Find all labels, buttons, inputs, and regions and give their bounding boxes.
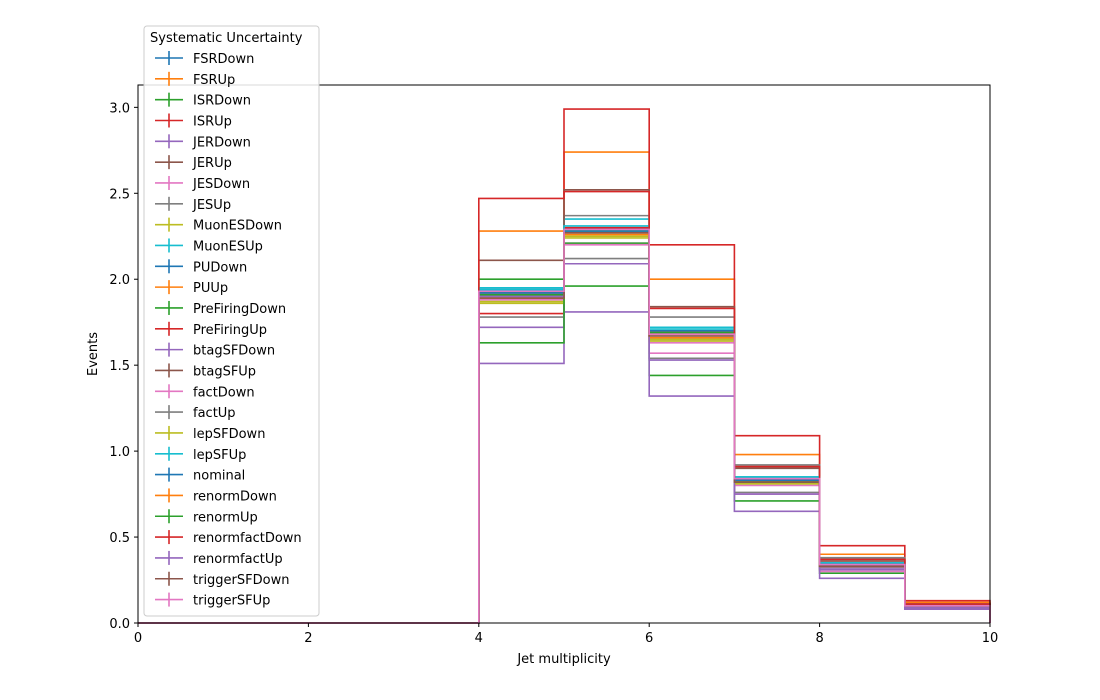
legend-item: triggerSFDown bbox=[155, 571, 289, 588]
legend-item: PreFiringDown bbox=[155, 300, 286, 317]
legend-label: renormfactDown bbox=[193, 531, 302, 546]
legend-label: MuonESDown bbox=[193, 219, 282, 234]
legend-label: renormDown bbox=[193, 489, 277, 504]
x-tick-label: 8 bbox=[815, 631, 823, 646]
legend-label: ISRUp bbox=[193, 114, 232, 129]
legend-box bbox=[143, 25, 320, 617]
legend-item: JERUp bbox=[155, 155, 232, 171]
legend-entries: FSRDown FSRUp ISRDown ISRUp JERDown JERUp JESD… bbox=[155, 51, 302, 609]
legend-item: JESUp bbox=[155, 196, 231, 213]
legend-label: JESDown bbox=[192, 177, 250, 192]
y-tick-label: 1.5 bbox=[109, 359, 130, 374]
x-axis: 0 2 4 6 8 10 bbox=[134, 623, 998, 646]
y-tick-label: 0.5 bbox=[109, 531, 130, 546]
x-tick-label: 10 bbox=[982, 631, 999, 646]
legend-label: btagSFUp bbox=[193, 364, 256, 379]
legend-label: JERDown bbox=[192, 135, 251, 150]
legend-label: PUUp bbox=[193, 281, 228, 296]
x-tick-label: 0 bbox=[134, 631, 142, 646]
legend-item: renormfactUp bbox=[155, 550, 283, 567]
legend-item: renormfactDown bbox=[155, 530, 302, 546]
legend-label: btagSFDown bbox=[193, 344, 275, 359]
legend-item: nominal bbox=[155, 467, 245, 484]
legend-item: PUUp bbox=[155, 280, 228, 296]
legend-item: JESDown bbox=[155, 175, 250, 192]
legend-label: ISRDown bbox=[193, 94, 251, 109]
legend-label: triggerSFDown bbox=[193, 573, 289, 588]
legend-item: lepSFUp bbox=[155, 446, 246, 463]
legend-item: btagSFUp bbox=[155, 363, 256, 379]
legend-item: PUDown bbox=[155, 259, 247, 275]
legend: Systematic Uncertainty FSRDown FSRUp ISRDo… bbox=[143, 25, 320, 617]
legend-label: PUDown bbox=[193, 260, 247, 275]
legend-label: PreFiringDown bbox=[193, 302, 286, 317]
x-tick-label: 4 bbox=[475, 631, 483, 646]
legend-label: factDown bbox=[193, 385, 255, 400]
legend-item: renormUp bbox=[155, 509, 258, 525]
y-tick-label: 3.0 bbox=[109, 101, 130, 116]
legend-label: MuonESUp bbox=[193, 239, 263, 254]
legend-item: triggerSFUp bbox=[155, 592, 270, 609]
x-axis-label: Jet multiplicity bbox=[516, 652, 611, 667]
legend-item: JERDown bbox=[155, 134, 251, 150]
legend-label: lepSFUp bbox=[193, 448, 246, 463]
legend-label: FSRUp bbox=[193, 73, 235, 88]
legend-item: btagSFDown bbox=[155, 342, 275, 359]
legend-label: renormUp bbox=[193, 510, 258, 525]
legend-label: PreFiringUp bbox=[193, 323, 267, 338]
legend-label: factUp bbox=[193, 406, 236, 421]
legend-title: Systematic Uncertainty bbox=[150, 31, 303, 46]
legend-item: ISRDown bbox=[155, 92, 251, 109]
legend-item: ISRUp bbox=[155, 113, 232, 129]
legend-item: MuonESDown bbox=[155, 217, 282, 234]
legend-item: factDown bbox=[155, 384, 255, 400]
y-axis: 0.0 0.5 1.0 1.5 2.0 2.5 3.0 bbox=[109, 101, 138, 632]
legend-item: renormDown bbox=[155, 488, 277, 504]
legend-label: nominal bbox=[193, 469, 245, 484]
y-tick-label: 2.5 bbox=[109, 187, 130, 202]
legend-label: JERUp bbox=[192, 156, 232, 171]
legend-label: lepSFDown bbox=[193, 427, 265, 442]
legend-item: MuonESUp bbox=[155, 238, 263, 254]
plot-frame bbox=[137, 84, 991, 624]
legend-item: PreFiringUp bbox=[155, 321, 267, 338]
y-tick-label: 1.0 bbox=[109, 445, 130, 460]
y-axis-label: Events bbox=[86, 332, 101, 376]
legend-item: FSRDown bbox=[155, 51, 254, 67]
legend-item: FSRUp bbox=[155, 71, 235, 88]
legend-label: FSRDown bbox=[193, 52, 254, 67]
legend-item: factUp bbox=[155, 405, 236, 421]
x-tick-label: 6 bbox=[645, 631, 653, 646]
legend-label: triggerSFUp bbox=[193, 594, 270, 609]
legend-label: JESUp bbox=[192, 198, 231, 213]
y-tick-label: 0.0 bbox=[109, 617, 130, 632]
y-tick-label: 2.0 bbox=[109, 273, 130, 288]
legend-item: lepSFDown bbox=[155, 425, 265, 442]
legend-label: renormfactUp bbox=[193, 552, 283, 567]
x-tick-label: 2 bbox=[304, 631, 312, 646]
